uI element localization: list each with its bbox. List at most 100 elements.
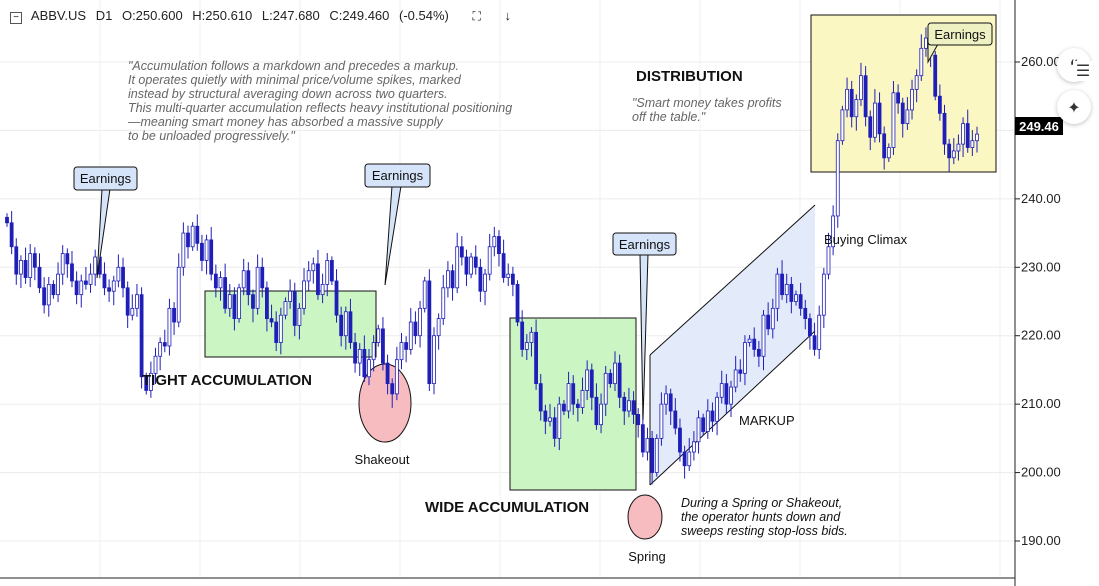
candle-body xyxy=(204,239,209,261)
candle-body xyxy=(455,246,460,289)
expand-icon[interactable]: ⛶ xyxy=(472,9,481,23)
candle-body xyxy=(733,369,738,388)
candle-body xyxy=(111,280,116,292)
candle-body xyxy=(835,140,840,217)
candle-body xyxy=(56,273,60,296)
candle-body xyxy=(274,321,279,343)
candle-body xyxy=(473,256,478,268)
candle-body xyxy=(492,236,497,248)
candle-body xyxy=(668,393,673,412)
last-price-tag: 249.46 xyxy=(1019,119,1059,134)
candle-body xyxy=(446,270,450,289)
candle-body xyxy=(144,376,149,391)
candle-body xyxy=(432,335,436,385)
candle-body xyxy=(761,314,766,357)
candle-body xyxy=(311,263,316,272)
candle-body xyxy=(794,294,798,302)
wide-accumulation-label: WIDE ACCUMULATION xyxy=(425,499,589,516)
candle-body xyxy=(297,307,302,326)
candle-body xyxy=(803,307,808,320)
candle-body xyxy=(636,414,641,426)
candle-body xyxy=(831,215,836,248)
candle-body xyxy=(51,283,56,296)
candle-body xyxy=(116,266,121,282)
candle-body xyxy=(784,283,789,296)
candle-body xyxy=(107,287,112,292)
candle-body xyxy=(413,321,418,337)
spring-ellipse xyxy=(627,494,663,540)
candle-body xyxy=(353,342,357,364)
earnings-callout-4-text: Earnings xyxy=(934,27,986,42)
price-tick-label: 190.00 xyxy=(1021,533,1061,548)
candle-body xyxy=(575,403,580,408)
candle-body xyxy=(752,338,757,350)
candle-body xyxy=(515,283,520,323)
candle-body xyxy=(14,246,19,275)
candle-body xyxy=(886,147,891,159)
candle-body xyxy=(520,321,525,350)
candle-body xyxy=(882,133,887,159)
buying-climax-label: Buying Climax xyxy=(824,232,908,247)
candle-body xyxy=(399,342,404,361)
candle-body xyxy=(845,88,849,111)
candle-body xyxy=(965,123,970,148)
accumulation-note: "Accumulation follows a markdown and pre… xyxy=(127,59,512,143)
spring-note-line-3: sweeps resting stop-loss bids. xyxy=(681,524,848,538)
candle-body xyxy=(622,396,627,412)
candle-body xyxy=(747,338,752,343)
candle-body xyxy=(255,266,260,309)
candle-body xyxy=(580,390,585,408)
candle-body xyxy=(125,287,130,316)
markup-label: MARKUP xyxy=(739,413,795,428)
candle-body xyxy=(743,342,747,374)
candle-body xyxy=(237,287,241,320)
candle-body xyxy=(705,410,710,432)
candle-body xyxy=(292,290,297,326)
timeframe-label: D1 xyxy=(95,8,113,23)
arrow-down-icon[interactable]: ↓ xyxy=(504,8,512,23)
hamburger-menu-icon[interactable]: ☰ xyxy=(1073,61,1093,81)
candle-body xyxy=(450,270,455,289)
candle-body xyxy=(181,232,186,268)
candle-body xyxy=(306,270,311,282)
candle-body xyxy=(102,273,107,289)
candle-body xyxy=(919,47,924,77)
candle-body xyxy=(223,277,228,309)
candle-body xyxy=(427,280,432,385)
price-tick-label: 260.00 xyxy=(1021,54,1061,69)
candle-body xyxy=(691,441,696,453)
minus-box-icon[interactable]: − xyxy=(10,12,22,24)
open-value: O:250.600 xyxy=(121,8,183,23)
candle-body xyxy=(896,92,901,104)
price-tick-label: 200.00 xyxy=(1021,465,1061,480)
accumulation-note-line-1: "Accumulation follows a markdown and pre… xyxy=(128,59,459,73)
candle-body xyxy=(343,311,348,337)
candle-body xyxy=(348,311,353,343)
candle-body xyxy=(408,321,413,350)
candle-body xyxy=(32,253,37,268)
candle-body xyxy=(613,362,617,385)
candle-body xyxy=(872,102,877,138)
candle-body xyxy=(88,273,93,285)
candle-body xyxy=(23,260,28,278)
candle-body xyxy=(970,140,975,148)
candle-body xyxy=(283,301,288,316)
candle-body xyxy=(464,256,469,275)
candle-body xyxy=(9,222,14,248)
candle-body xyxy=(599,403,603,426)
candle-body xyxy=(459,246,464,258)
candle-body xyxy=(441,287,446,320)
spring-label: Spring xyxy=(628,549,666,564)
candle-body xyxy=(334,280,339,316)
candle-body xyxy=(422,280,427,309)
earnings-callout-2-text: Earnings xyxy=(372,168,424,183)
candle-body xyxy=(585,369,590,391)
earnings-callout-3-box xyxy=(612,232,677,256)
candle-body xyxy=(251,294,255,309)
ai-button[interactable]: ✦ xyxy=(1057,90,1091,124)
close-value: C:249.460 xyxy=(329,8,390,23)
accumulation-note-line-5: —meaning smart money has absorbed a mass… xyxy=(127,115,443,129)
candle-body xyxy=(543,410,548,422)
earnings-callout-2-box xyxy=(364,163,431,188)
